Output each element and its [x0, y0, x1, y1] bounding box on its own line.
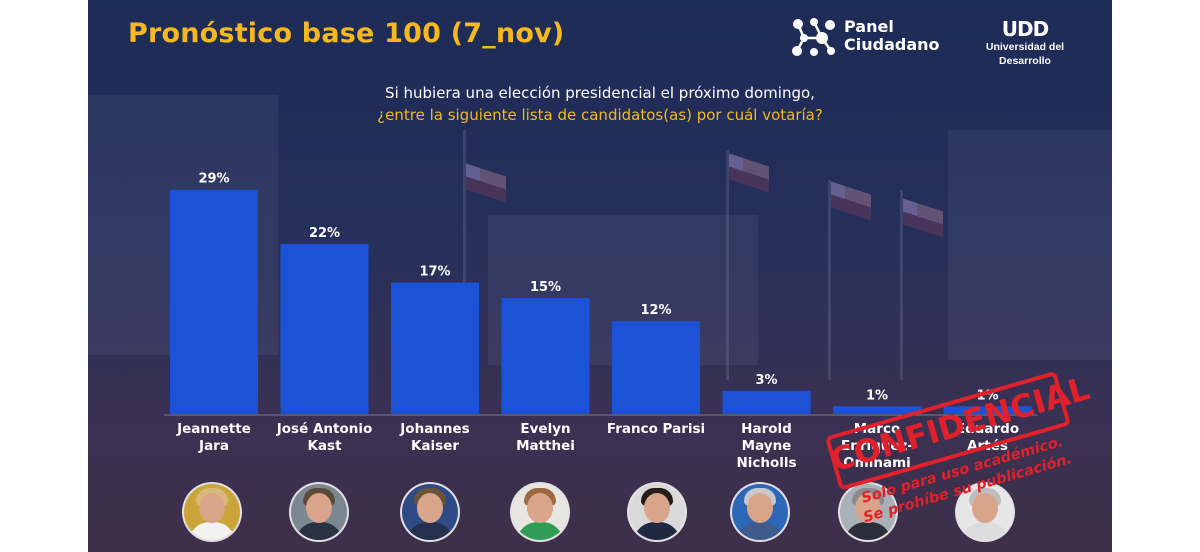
bar-value-label: 22%	[309, 226, 340, 241]
candidate-photo-jara	[184, 484, 240, 540]
bar	[280, 243, 369, 414]
bar	[170, 189, 258, 414]
question-line-1: Si hubiera una elección presidencial el …	[385, 84, 815, 102]
page-title: Pronóstico base 100 (7_nov)	[128, 18, 565, 49]
category-label: Evelyn Matthei	[516, 421, 575, 454]
bar	[501, 298, 590, 414]
category-label: Franco Parisi	[607, 421, 705, 437]
bar-value-label: 12%	[640, 303, 671, 318]
bar-value-label: 1%	[866, 388, 888, 403]
udd-logo: UDD Universidad del Desarrollo	[960, 17, 1090, 67]
candidate-photo-mayne-nicholls	[732, 484, 788, 540]
candidate-photo-artes	[957, 484, 1013, 540]
candidate-photo-matthei	[512, 484, 568, 540]
bar-chart: 29% Jeannette Jara 22% José Antonio Kast 17% Jo…	[164, 172, 1038, 471]
category-label: Marco Enríquez-Ominami	[841, 421, 913, 471]
molecule-logo-icon	[792, 18, 835, 56]
brand-name-line2: Ciudadano	[844, 35, 940, 54]
bar-value-label: 15%	[530, 280, 561, 295]
brand-name-line1: Panel	[844, 17, 894, 36]
category-label: Jeannette Jara	[176, 421, 251, 454]
udd-logo-mark: UDD	[1001, 17, 1049, 41]
background-flagpole	[726, 150, 729, 380]
question-line-2: ¿entre la siguiente lista de candidatos(…	[377, 106, 823, 124]
udd-logo-name: Universidad del Desarrollo	[985, 41, 1065, 67]
bar-value-label: 1%	[976, 388, 998, 403]
category-label: José Antonio Kast	[276, 421, 373, 454]
bar	[722, 390, 811, 414]
bar-value-label: 17%	[419, 265, 450, 280]
panel-ciudadano-logo: Panel Ciudadano	[790, 16, 960, 58]
bar-value-label: 29%	[198, 172, 229, 187]
background-flagpole	[828, 180, 831, 380]
bar	[943, 406, 1032, 414]
background-flagpole	[463, 130, 466, 380]
background-building-right	[948, 130, 1112, 360]
category-label: Harold Mayne Nicholls	[736, 421, 796, 471]
bar-value-label: 3%	[755, 373, 777, 388]
candidate-photo-kast	[291, 484, 347, 540]
background-flagpole	[900, 190, 903, 380]
candidate-photo-parisi	[629, 484, 685, 540]
bar	[833, 406, 921, 414]
bar	[391, 282, 479, 414]
bar	[612, 321, 700, 414]
category-label: Johannes Kaiser	[399, 421, 469, 454]
candidate-photo-kaiser	[402, 484, 458, 540]
slide: Pronóstico base 100 (7_nov) Panel Ciudad…	[88, 0, 1112, 552]
category-label: Eduardo Artés	[956, 421, 1019, 454]
candidate-photo-enriquez-ominami	[840, 484, 896, 540]
